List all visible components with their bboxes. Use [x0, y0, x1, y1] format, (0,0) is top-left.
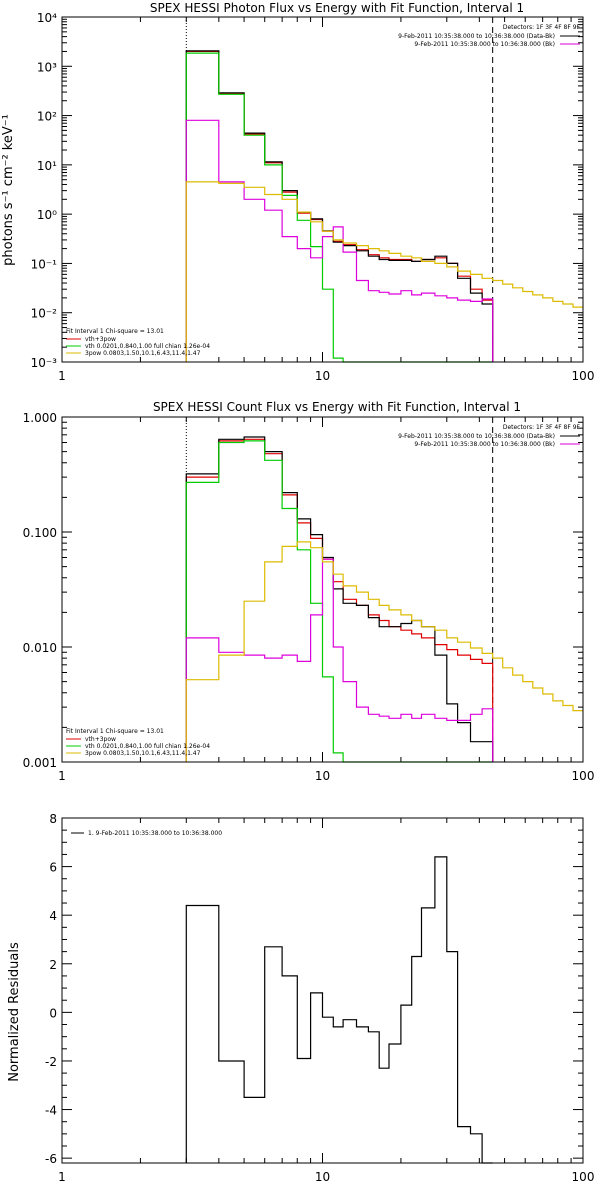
y-tick-label: 10³	[37, 60, 57, 74]
series-line	[185, 440, 493, 763]
x-tick-label: 100	[572, 369, 595, 383]
info-entry-bk: 9-Feb-2011 10:35:38.000 to 10:36:38.000 …	[414, 41, 555, 48]
y-tick-label: 0.100	[23, 526, 57, 540]
x-tick-label: 10	[315, 769, 330, 783]
series-line	[185, 541, 583, 762]
y-tick-label: -2	[45, 1055, 57, 1069]
info-entry-data: 9-Feb-2011 10:35:38.000 to 10:36:38.000 …	[398, 33, 555, 40]
y-tick-label: 10⁰	[37, 208, 57, 222]
fit-entry: vth+3pow	[85, 736, 116, 743]
y-tick-label: 0.010	[23, 641, 57, 655]
series-line	[185, 119, 494, 362]
y-tick-label: 0	[49, 1006, 57, 1020]
y-axis-label: Normalized Residuals	[7, 942, 22, 1082]
count-flux-panel: SPEX HESSI Count Flux vs Energy with Fit…	[23, 400, 595, 783]
y-tick-label: 10⁴	[37, 11, 57, 25]
y-tick-label: 8	[49, 812, 57, 826]
y-axis-label: photons s⁻¹ cm⁻² keV⁻¹	[1, 114, 16, 266]
fit-entry: vth 0.0201,0.840,1.00 full chian 1.26e-0…	[85, 743, 210, 750]
fit-entry: vth 0.0201,0.840,1.00 full chian 1.26e-0…	[85, 343, 210, 350]
fit-entry: 3pow 0.0803,1.50,10.1,6.43,11.4,1.47	[85, 350, 201, 357]
x-tick-label: 1	[58, 369, 66, 383]
series-line	[185, 436, 494, 762]
x-tick-label: 1	[58, 769, 66, 783]
detectors-text: Detectors: 1F 3F 4F 8F 9F	[503, 24, 581, 31]
info-entry-data: 9-Feb-2011 10:35:38.000 to 10:36:38.000 …	[398, 433, 555, 440]
y-tick-label: 10²	[37, 110, 57, 124]
fit-header: Fit Interval 1 Chi-square = 13.01	[66, 728, 164, 735]
info-legend: Detectors: 1F 3F 4F 8F 9F 9-Feb-2011 10:…	[398, 424, 580, 448]
y-tick-label: 6	[49, 861, 57, 875]
info-legend: Detectors: 1F 3F 4F 8F 9F 9-Feb-2011 10:…	[398, 24, 580, 48]
y-tick-label: 10⁻¹	[31, 257, 58, 271]
series-line	[185, 52, 493, 363]
series-line	[185, 438, 494, 762]
series-line	[185, 181, 583, 362]
series-line	[185, 558, 494, 762]
chart-title: SPEX HESSI Count Flux vs Energy with Fit…	[153, 400, 521, 414]
detectors-text: Detectors: 1F 3F 4F 8F 9F	[503, 424, 581, 431]
x-tick-label: 10	[315, 369, 330, 383]
residuals-panel: Normalized Residuals 1 10 100 -6-4-202468 …	[7, 812, 594, 1184]
plot-frame	[61, 416, 584, 763]
fit-legend: Fit Interval 1 Chi-square = 13.01 vth+3p…	[66, 328, 210, 357]
residual-legend-text: 1. 9-Feb-2011 10:35:38.000 to 10:36:38.0…	[88, 830, 222, 837]
x-tick-label: 10	[315, 1170, 330, 1184]
y-tick-label: -6	[45, 1152, 57, 1166]
x-tick-label: 1	[58, 1170, 66, 1184]
y-tick-label: 0.001	[23, 756, 57, 770]
y-tick-label: 10⁻²	[31, 307, 58, 321]
y-tick-label: 10¹	[37, 159, 57, 173]
x-tick-label: 100	[572, 1170, 595, 1184]
y-tick-label: -4	[45, 1104, 57, 1118]
y-tick-label: 1.000	[23, 411, 57, 425]
series-line	[185, 50, 494, 362]
x-tick-label: 100	[572, 769, 595, 783]
residual-legend: 1. 9-Feb-2011 10:35:38.000 to 10:36:38.0…	[71, 830, 222, 837]
fit-header: Fit Interval 1 Chi-square = 13.01	[66, 328, 164, 335]
fit-entry: vth+3pow	[85, 336, 116, 343]
y-tick-label: 2	[49, 958, 57, 972]
series-line	[185, 50, 494, 362]
fit-legend: Fit Interval 1 Chi-square = 13.01 vth+3p…	[66, 728, 210, 757]
photon-flux-panel: SPEX HESSI Photon Flux vs Energy with Fi…	[1, 1, 594, 383]
plot-frame	[61, 16, 584, 363]
series-line	[185, 856, 493, 1164]
info-entry-bk: 9-Feb-2011 10:35:38.000 to 10:36:38.000 …	[414, 441, 555, 448]
plot-frame	[61, 817, 584, 1164]
fit-entry: 3pow 0.0803,1.50,10.1,6.43,11.4,1.47	[85, 750, 201, 757]
y-tick-label: 10⁻³	[31, 356, 58, 370]
y-tick-label: 4	[49, 909, 57, 923]
chart-title: SPEX HESSI Photon Flux vs Energy with Fi…	[150, 1, 524, 15]
